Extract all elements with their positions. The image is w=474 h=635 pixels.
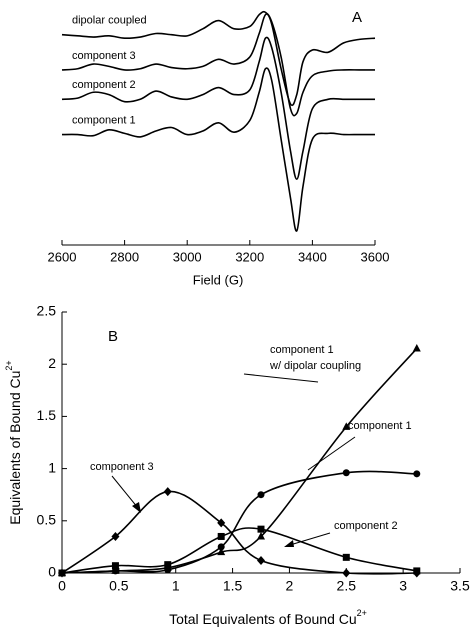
x-tick-label: 3600 [361, 249, 390, 264]
x-tick-label: 3200 [235, 249, 264, 264]
y-tick-label: 1.5 [37, 407, 57, 423]
y-tick-label: 0 [48, 564, 56, 580]
x-tick-label: 3400 [298, 249, 327, 264]
annotation-arrow [111, 475, 139, 509]
annotation: component 1 [348, 420, 412, 432]
marker [257, 531, 265, 540]
annotation-line: component 1 [270, 344, 334, 356]
annotation-arrow [243, 373, 319, 383]
annotation: component 2 [334, 520, 398, 532]
marker [217, 547, 226, 556]
x-tick-label: 1 [172, 578, 180, 594]
series-label: dipolar coupled [72, 15, 147, 27]
y-axis-title-main: Equivalents of Bound Cu [7, 371, 23, 525]
spectrum [61, 10, 376, 107]
marker [217, 543, 225, 551]
marker [342, 469, 350, 477]
x-axis-title-main: Total Equivalents of Bound Cu [169, 611, 357, 627]
y-tick-label: 2.5 [37, 303, 57, 319]
x-axis-title: Total Equivalents of Bound Cu2+ [169, 608, 367, 626]
marker [412, 344, 421, 352]
marker [257, 555, 265, 565]
series-label: component 1 [72, 114, 136, 126]
arrow-head [284, 540, 294, 547]
y-tick-label: 0.5 [37, 512, 57, 528]
marker [111, 562, 119, 570]
annotation: component 1 w/ dipolar coupling [269, 344, 361, 372]
marker [413, 470, 421, 478]
y-axis-title-sup: 2+ [4, 360, 14, 370]
marker [257, 525, 265, 533]
x-tick-label: 0.5 [109, 578, 129, 594]
spectrum [61, 36, 375, 181]
x-axis-title-sup: 2+ [357, 608, 367, 618]
y-tick-label: 1 [48, 459, 56, 475]
x-tick-label: 3.5 [450, 578, 470, 594]
series-label: component 2 [72, 79, 136, 91]
marker [58, 568, 66, 578]
panel-label: A [352, 9, 362, 26]
x-tick-label: 3000 [173, 249, 202, 264]
x-axis-title: Field (G) [193, 272, 244, 287]
arrow-head [132, 502, 141, 513]
marker [342, 568, 351, 578]
marker [217, 518, 226, 528]
x-tick-label: 3 [399, 578, 407, 594]
y-tick-label: 2 [48, 355, 56, 371]
marker [412, 568, 421, 578]
marker [111, 531, 120, 541]
x-tick-label: 2.5 [337, 578, 357, 594]
spectrum [61, 13, 375, 117]
x-tick-label: 0 [58, 578, 66, 594]
marker [342, 422, 351, 430]
annotation-line: w/ dipolar coupling [269, 360, 361, 372]
x-tick-label: 1.5 [223, 578, 243, 594]
x-tick-label: 2 [286, 578, 294, 594]
x-tick-label: 2600 [48, 249, 77, 264]
marker [164, 561, 172, 569]
marker [342, 553, 350, 561]
spectrum [61, 67, 375, 232]
annotation: component 3 [90, 461, 154, 473]
annotation-arrow [307, 436, 356, 471]
marker [217, 532, 225, 540]
panel-label: B [108, 328, 118, 345]
annotation-arrow [289, 532, 331, 546]
marker [257, 491, 265, 499]
marker [163, 487, 172, 497]
y-axis-title: Equivalents of Bound Cu2+ [4, 360, 22, 524]
series-label: component 3 [72, 50, 136, 62]
x-tick-label: 2800 [110, 249, 139, 264]
